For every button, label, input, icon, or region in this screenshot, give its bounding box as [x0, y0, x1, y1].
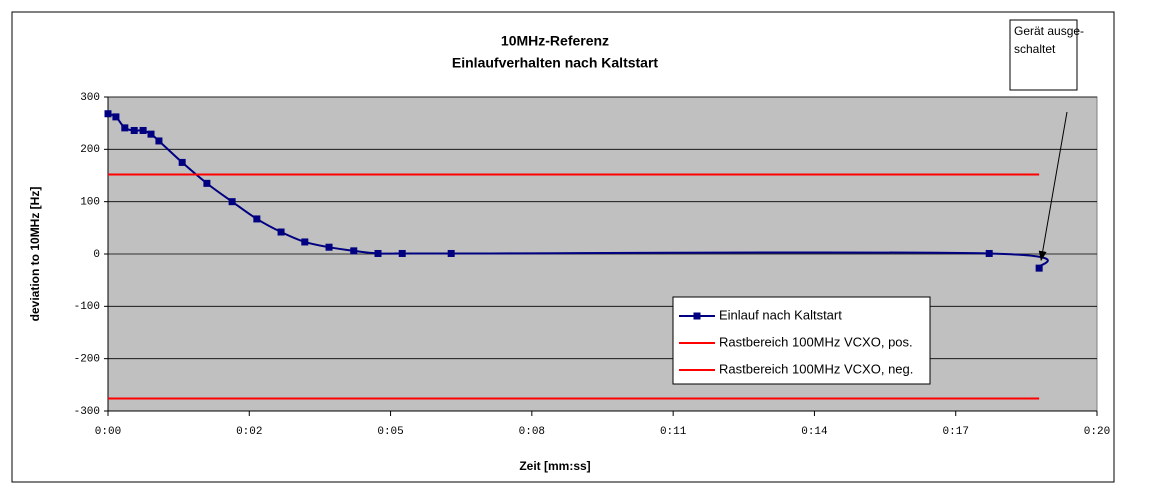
- legend-box: [672, 296, 931, 385]
- legend-label: Rastbereich 100MHz VCXO, pos.: [719, 334, 913, 349]
- data-point: [104, 110, 112, 118]
- y-tick-label: 300: [80, 92, 100, 104]
- legend-marker: [693, 312, 701, 320]
- data-point: [350, 247, 358, 255]
- data-point: [228, 198, 236, 206]
- y-tick-label: -200: [74, 354, 100, 366]
- x-tick-label: 0:00: [95, 426, 121, 438]
- annotation-text: Gerät ausge-: [1014, 24, 1084, 38]
- data-point: [121, 124, 129, 132]
- chart-subtitle: Einlaufverhalten nach Kaltstart: [452, 55, 659, 71]
- y-axis-label: deviation to 10MHz [Hz]: [28, 187, 42, 322]
- data-point: [447, 249, 455, 257]
- data-point: [325, 243, 333, 251]
- x-tick-label: 0:08: [519, 426, 545, 438]
- data-point: [139, 126, 147, 134]
- y-tick-label: 200: [80, 144, 100, 156]
- y-tick-label: -100: [74, 301, 100, 313]
- data-point: [301, 238, 309, 246]
- data-point: [178, 158, 186, 166]
- x-axis-label: Zeit [mm:ss]: [519, 459, 590, 473]
- annotation-text: schaltet: [1014, 42, 1056, 56]
- x-tick-label: 0:05: [377, 426, 403, 438]
- data-point: [374, 249, 382, 257]
- data-point: [985, 249, 993, 257]
- data-point: [203, 179, 211, 187]
- data-point: [398, 249, 406, 257]
- data-point: [112, 113, 120, 121]
- x-tick-label: 0:17: [943, 426, 969, 438]
- data-point: [130, 126, 138, 134]
- data-point: [253, 215, 261, 223]
- annotation-box: [1009, 19, 1078, 91]
- y-tick-label: 100: [80, 197, 100, 209]
- x-tick-label: 0:20: [1084, 426, 1110, 438]
- data-point: [1035, 264, 1043, 272]
- y-tick-label: -300: [74, 406, 100, 418]
- chart-title: 10MHz-Referenz: [501, 33, 609, 49]
- y-tick-label: 0: [93, 249, 100, 261]
- data-point: [155, 137, 163, 145]
- x-tick-label: 0:14: [801, 426, 828, 438]
- data-point: [277, 228, 285, 236]
- legend-label: Einlauf nach Kaltstart: [719, 307, 842, 322]
- annotation-arrow: [1038, 111, 1068, 262]
- data-point: [147, 130, 155, 138]
- legend-label: Rastbereich 100MHz VCXO, neg.: [719, 361, 913, 376]
- x-tick-label: 0:02: [236, 426, 262, 438]
- x-tick-label: 0:11: [660, 426, 687, 438]
